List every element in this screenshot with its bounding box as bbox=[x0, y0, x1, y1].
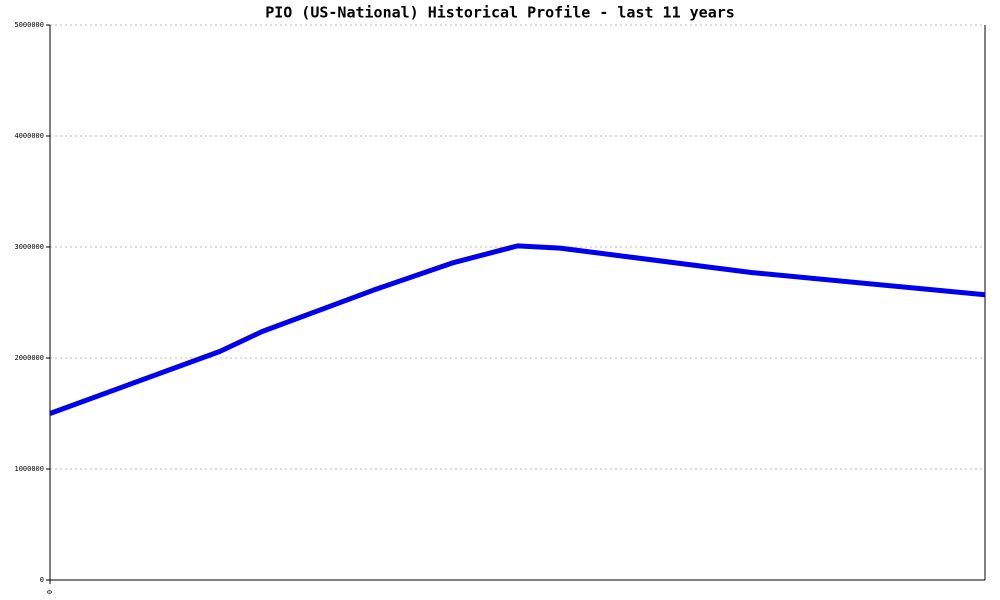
y-tick-label: 3000000 bbox=[14, 243, 44, 251]
y-tick-label: 0 bbox=[40, 576, 44, 584]
data-line bbox=[49, 243, 986, 416]
y-tick-label: 5000000 bbox=[14, 21, 44, 29]
x-tick-label: 0 bbox=[46, 590, 54, 594]
y-tick-label: 4000000 bbox=[14, 132, 44, 140]
chart-title: PIO (US-National) Historical Profile - l… bbox=[265, 4, 735, 22]
y-tick-label: 2000000 bbox=[14, 354, 44, 362]
y-tick-label: 1000000 bbox=[14, 465, 44, 473]
